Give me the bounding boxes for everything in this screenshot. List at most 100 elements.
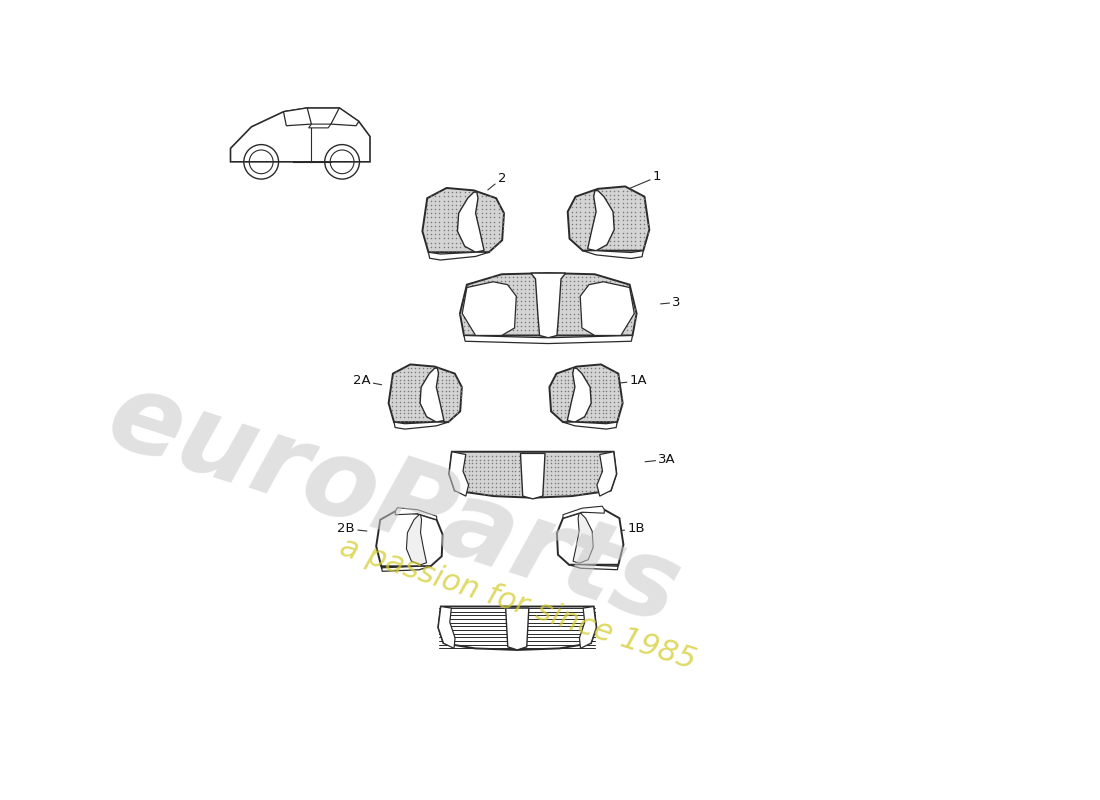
Point [575,403,593,416]
Point [588,476,606,489]
Point [522,453,540,466]
Point [538,457,556,470]
Point [430,202,448,215]
Point [510,465,528,478]
Point [618,184,636,197]
Point [604,461,622,474]
Point [585,480,603,493]
Point [520,279,538,292]
Point [597,307,615,320]
Point [528,315,546,328]
Point [593,230,611,243]
Point [563,226,581,239]
Point [503,488,520,501]
Point [594,366,612,378]
Point [444,407,462,420]
Point [426,403,443,416]
Point [560,385,578,398]
Point [627,243,645,256]
Point [594,396,612,409]
Point [594,327,612,340]
Point [469,236,486,249]
Point [473,190,491,202]
Point [494,219,512,232]
Point [418,198,436,211]
Point [635,222,652,235]
Point [609,193,627,206]
Point [421,385,439,398]
Point [437,388,454,401]
Point [537,283,554,296]
Point [590,381,607,394]
Point [602,214,619,226]
Point [582,392,600,405]
Point [515,469,532,482]
Point [606,315,624,328]
Point [444,381,462,394]
Point [455,311,473,324]
Point [553,453,571,466]
Point [557,319,574,332]
Point [528,311,546,324]
Point [534,473,551,486]
Point [507,480,525,493]
Point [571,388,588,401]
Point [482,236,499,249]
Point [597,311,615,324]
Point [444,450,462,462]
Point [443,202,461,215]
Point [443,215,461,228]
Point [579,392,596,405]
Point [556,407,573,420]
Point [444,476,462,489]
Point [605,210,623,222]
Point [557,279,574,292]
Point [602,377,619,390]
Point [448,202,465,215]
Point [503,453,520,466]
Point [460,453,477,466]
Point [588,189,606,202]
Point [526,453,543,466]
Point [569,295,586,308]
Point [444,399,462,412]
Point [573,476,591,489]
Polygon shape [376,511,442,566]
Point [593,234,611,247]
Point [584,234,602,247]
Point [410,362,428,374]
Point [532,315,550,328]
Point [540,274,558,287]
Point [561,473,579,486]
Point [537,299,554,312]
Point [590,270,607,283]
Point [614,210,631,222]
Point [443,194,461,207]
Point [602,201,619,214]
Point [452,194,470,207]
Point [618,299,636,312]
Point [504,283,521,296]
Point [464,245,482,258]
Point [464,465,482,478]
Point [614,226,631,239]
Point [480,279,497,292]
Point [581,291,598,304]
Polygon shape [284,108,311,126]
Point [437,392,454,405]
Point [544,279,562,292]
Point [596,473,614,486]
Point [426,385,443,398]
Point [448,453,465,466]
Point [613,392,630,405]
Point [590,274,607,287]
Point [515,476,532,489]
Point [575,239,593,252]
Point [575,377,593,390]
Point [395,414,412,427]
Point [513,307,530,320]
Point [455,461,473,474]
Point [522,488,540,501]
Point [532,327,550,340]
Point [544,403,562,416]
